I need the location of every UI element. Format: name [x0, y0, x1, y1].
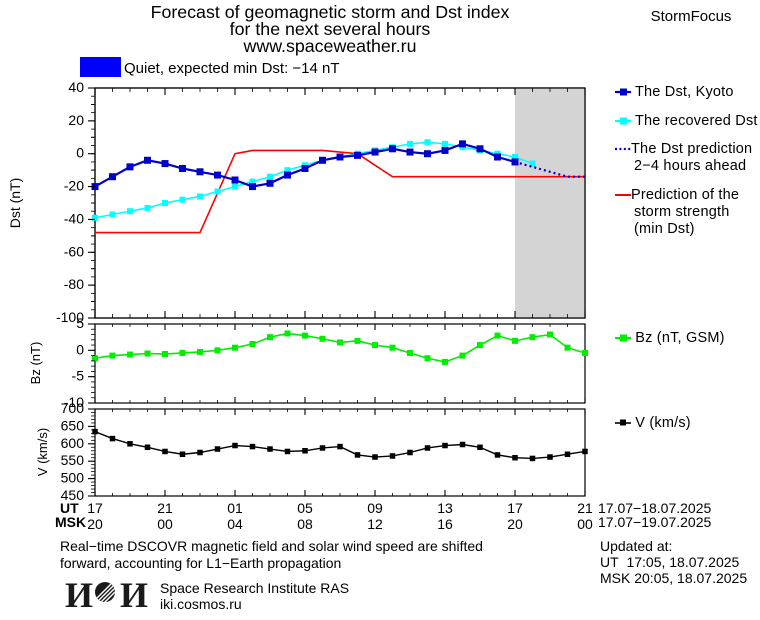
- svg-text:0: 0: [76, 145, 84, 161]
- svg-text:600: 600: [61, 435, 85, 451]
- svg-text:-40: -40: [64, 210, 84, 226]
- svg-text:700: 700: [61, 400, 85, 416]
- svg-text:650: 650: [61, 417, 85, 433]
- svg-text:40: 40: [68, 79, 84, 95]
- svg-text:500: 500: [61, 470, 85, 486]
- svg-text:-5: -5: [72, 368, 85, 384]
- svg-text:5: 5: [76, 315, 84, 331]
- svg-text:0: 0: [76, 341, 84, 357]
- svg-text:550: 550: [61, 452, 85, 468]
- svg-text:-20: -20: [64, 178, 84, 194]
- svg-text:-80: -80: [64, 276, 84, 292]
- svg-text:450: 450: [61, 487, 85, 503]
- svg-text:20: 20: [68, 112, 84, 128]
- svg-text:-60: -60: [64, 243, 84, 259]
